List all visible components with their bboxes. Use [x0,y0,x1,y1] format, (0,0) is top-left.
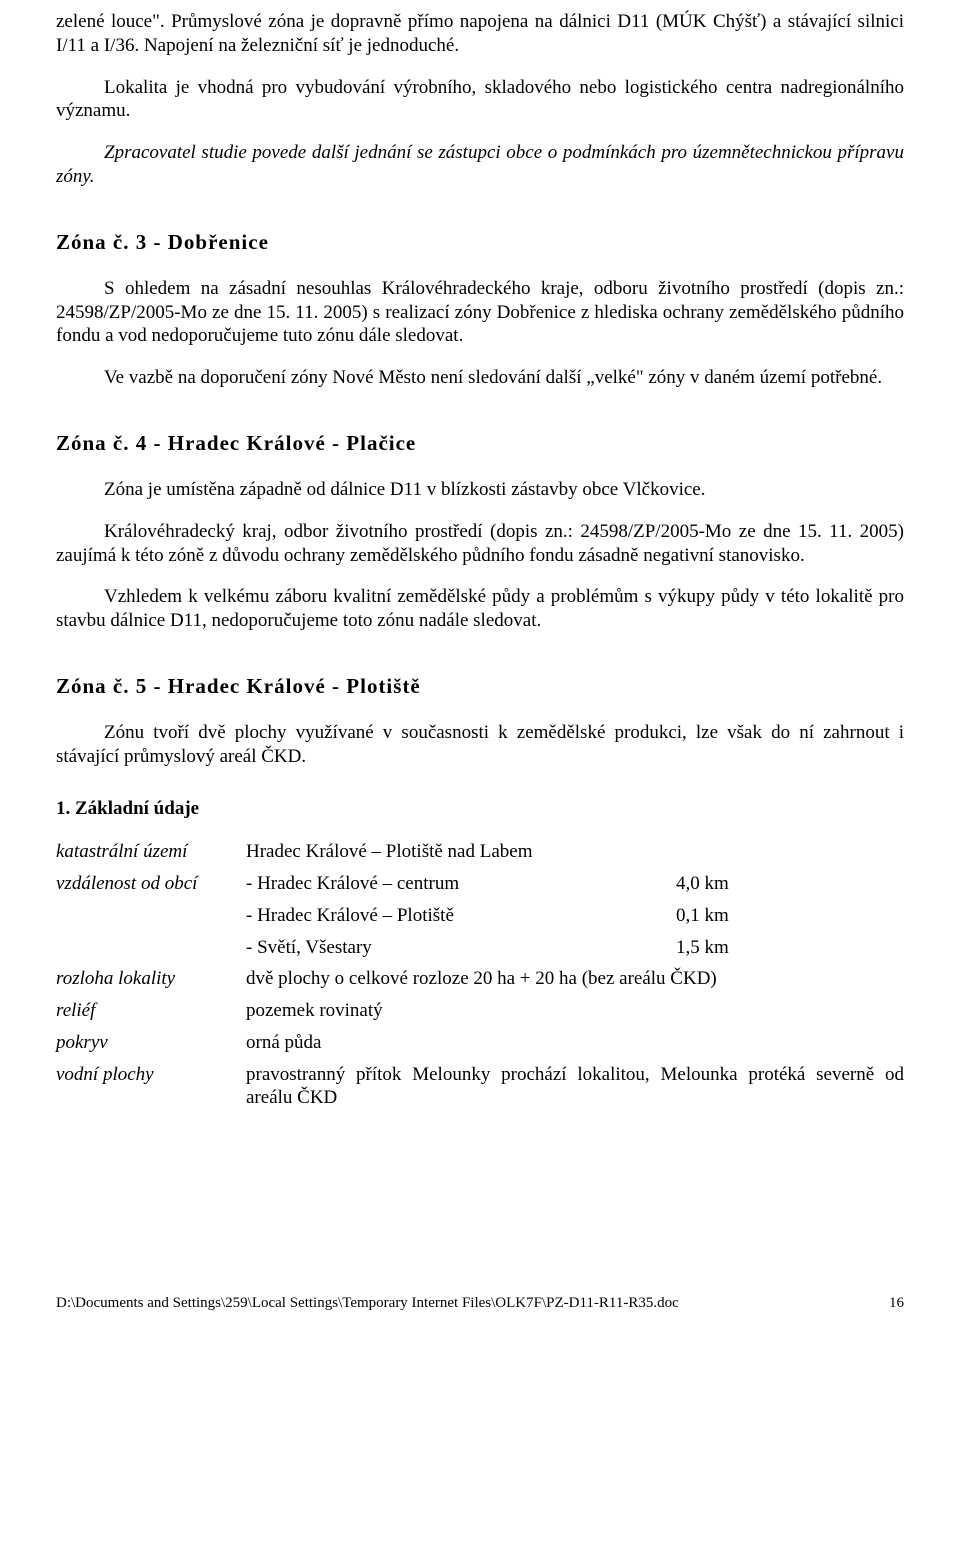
label-vodni: vodní plochy [56,1059,246,1115]
row-pokryv: pokryv orná půda [56,1027,904,1059]
vzdalenost-dist-2: 1,5 km [676,932,904,964]
value-relief: pozemek rovinatý [246,995,904,1027]
vzdalenost-name-1: - Hradec Králové – Plotiště [246,900,676,932]
row-rozloha: rozloha lokality dvě plochy o celkové ro… [56,963,904,995]
zone3-p1: S ohledem na zásadní nesouhlas Královéhr… [56,277,904,348]
vzdalenost-name-0: - Hradec Králové – centrum [246,868,676,900]
zone3-p2: Ve vazbě na doporučení zóny Nové Město n… [56,366,904,390]
value-pokryv: orná půda [246,1027,904,1059]
vzdalenost-dist-1: 0,1 km [676,900,904,932]
row-katastr: katastrální území Hradec Králové – Ploti… [56,836,904,868]
zone4-p3: Vzhledem k velkému záboru kvalitní zeměd… [56,585,904,633]
label-pokryv: pokryv [56,1027,246,1059]
zone5-p1: Zónu tvoří dvě plochy využívané v součas… [56,721,904,769]
row-relief: reliéf pozemek rovinatý [56,995,904,1027]
intro-p3: Zpracovatel studie povede další jednání … [56,141,904,189]
value-katastr: Hradec Králové – Plotiště nad Labem [246,836,904,868]
footer: D:\Documents and Settings\259\Local Sett… [56,1294,904,1313]
label-rozloha: rozloha lokality [56,963,246,995]
zone4-p2: Královéhradecký kraj, odbor životního pr… [56,520,904,568]
label-katastr: katastrální území [56,836,246,868]
label-relief: reliéf [56,995,246,1027]
row-vzdalenost-0: vzdálenost od obcí - Hradec Králové – ce… [56,868,904,900]
intro-p2: Lokalita je vhodná pro vybudování výrobn… [56,76,904,124]
vzdalenost-dist-0: 4,0 km [676,868,904,900]
value-vodni: pravostranný přítok Melounky prochází lo… [246,1059,904,1115]
row-vodni: vodní plochy pravostranný přítok Melounk… [56,1059,904,1115]
footer-page: 16 [889,1294,904,1313]
vzdalenost-name-2: - Světí, Všestary [246,932,676,964]
zone3-title: Zóna č. 3 - Dobřenice [56,229,904,255]
footer-path: D:\Documents and Settings\259\Local Sett… [56,1294,679,1313]
intro-p1: zelené louce". Průmyslové zóna je doprav… [56,10,904,58]
info-table: katastrální území Hradec Králové – Ploti… [56,836,904,1114]
value-rozloha: dvě plochy o celkové rozloze 20 ha + 20 … [246,963,904,995]
zone4-title: Zóna č. 4 - Hradec Králové - Plačice [56,430,904,456]
zone5-section-title: 1. Základní údaje [56,797,904,821]
label-vzdalenost: vzdálenost od obcí [56,868,246,963]
zone4-p1: Zóna je umístěna západně od dálnice D11 … [56,478,904,502]
zone5-title: Zóna č. 5 - Hradec Králové - Plotiště [56,673,904,699]
